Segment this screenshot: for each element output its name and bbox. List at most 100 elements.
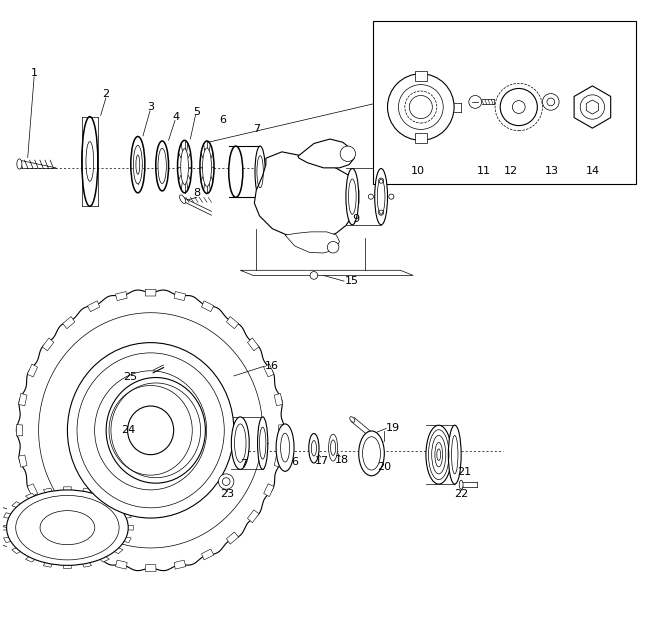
Text: 22: 22 bbox=[454, 489, 468, 500]
Polygon shape bbox=[12, 547, 25, 554]
Polygon shape bbox=[254, 152, 358, 240]
Polygon shape bbox=[98, 554, 109, 562]
Circle shape bbox=[542, 94, 559, 110]
Text: 25: 25 bbox=[123, 372, 137, 382]
Polygon shape bbox=[119, 512, 131, 519]
Polygon shape bbox=[146, 289, 156, 296]
Polygon shape bbox=[247, 510, 259, 523]
Polygon shape bbox=[274, 455, 283, 467]
Polygon shape bbox=[27, 364, 38, 377]
Polygon shape bbox=[279, 424, 285, 436]
Text: 1: 1 bbox=[30, 68, 38, 78]
Ellipse shape bbox=[346, 168, 358, 225]
Polygon shape bbox=[201, 301, 214, 312]
Polygon shape bbox=[42, 510, 54, 523]
Polygon shape bbox=[298, 139, 354, 168]
Bar bbox=[415, 132, 426, 143]
Ellipse shape bbox=[255, 146, 265, 197]
Ellipse shape bbox=[358, 431, 384, 476]
Bar bbox=[415, 71, 426, 82]
Ellipse shape bbox=[229, 146, 243, 197]
Polygon shape bbox=[43, 488, 54, 496]
Text: 7: 7 bbox=[240, 458, 247, 469]
Text: 4: 4 bbox=[173, 112, 180, 122]
Ellipse shape bbox=[350, 417, 355, 422]
Ellipse shape bbox=[329, 434, 338, 461]
Text: 5: 5 bbox=[193, 107, 200, 116]
Circle shape bbox=[469, 96, 481, 108]
Text: 24: 24 bbox=[121, 425, 135, 435]
Circle shape bbox=[219, 474, 234, 489]
Ellipse shape bbox=[181, 149, 188, 185]
Polygon shape bbox=[63, 487, 71, 493]
Polygon shape bbox=[174, 560, 186, 569]
Polygon shape bbox=[264, 364, 274, 377]
Text: 3: 3 bbox=[147, 102, 154, 112]
Ellipse shape bbox=[426, 425, 452, 484]
Ellipse shape bbox=[180, 195, 186, 204]
Ellipse shape bbox=[232, 417, 249, 469]
Ellipse shape bbox=[67, 343, 234, 518]
Polygon shape bbox=[116, 291, 127, 300]
Ellipse shape bbox=[158, 149, 166, 183]
Polygon shape bbox=[87, 301, 100, 312]
Polygon shape bbox=[111, 502, 123, 509]
Polygon shape bbox=[63, 532, 75, 544]
Polygon shape bbox=[285, 232, 340, 253]
Polygon shape bbox=[42, 338, 54, 351]
Polygon shape bbox=[43, 560, 54, 567]
Text: 10: 10 bbox=[411, 166, 424, 176]
Text: 8: 8 bbox=[193, 188, 201, 199]
Polygon shape bbox=[19, 455, 27, 467]
Circle shape bbox=[500, 89, 538, 125]
Polygon shape bbox=[247, 338, 259, 351]
Polygon shape bbox=[264, 484, 274, 496]
Polygon shape bbox=[82, 488, 91, 496]
Text: 16: 16 bbox=[265, 361, 280, 371]
Polygon shape bbox=[111, 547, 123, 554]
Text: 9: 9 bbox=[352, 214, 359, 224]
Polygon shape bbox=[12, 502, 25, 509]
Circle shape bbox=[327, 242, 339, 253]
Circle shape bbox=[340, 146, 355, 161]
Polygon shape bbox=[119, 536, 131, 543]
Polygon shape bbox=[82, 560, 91, 567]
Ellipse shape bbox=[133, 145, 142, 184]
Polygon shape bbox=[226, 532, 239, 544]
Polygon shape bbox=[574, 86, 611, 128]
Text: 13: 13 bbox=[545, 166, 559, 176]
Text: 11: 11 bbox=[477, 166, 490, 176]
Text: 20: 20 bbox=[377, 462, 391, 473]
Polygon shape bbox=[27, 484, 38, 496]
Ellipse shape bbox=[375, 168, 388, 225]
Polygon shape bbox=[98, 493, 109, 501]
Polygon shape bbox=[146, 565, 156, 572]
Ellipse shape bbox=[448, 425, 461, 484]
Polygon shape bbox=[16, 424, 23, 436]
Polygon shape bbox=[63, 562, 71, 568]
Text: 15: 15 bbox=[345, 276, 359, 286]
Text: 21: 21 bbox=[457, 467, 472, 477]
Text: 12: 12 bbox=[504, 166, 518, 176]
Polygon shape bbox=[123, 525, 133, 530]
Text: 18: 18 bbox=[334, 455, 349, 466]
Polygon shape bbox=[226, 316, 239, 329]
Text: 6: 6 bbox=[291, 457, 298, 467]
Ellipse shape bbox=[6, 490, 128, 565]
Circle shape bbox=[310, 271, 318, 279]
Ellipse shape bbox=[258, 417, 268, 469]
Text: 17: 17 bbox=[314, 456, 329, 466]
Polygon shape bbox=[25, 493, 38, 501]
Ellipse shape bbox=[276, 424, 294, 471]
Polygon shape bbox=[63, 316, 75, 329]
Bar bbox=[373, 21, 636, 184]
Text: 7: 7 bbox=[253, 125, 260, 134]
Polygon shape bbox=[25, 554, 38, 562]
Text: 2: 2 bbox=[102, 89, 109, 99]
Circle shape bbox=[388, 74, 454, 140]
Ellipse shape bbox=[309, 433, 319, 463]
Polygon shape bbox=[1, 525, 12, 530]
Ellipse shape bbox=[106, 377, 205, 483]
Polygon shape bbox=[274, 394, 283, 406]
Text: 14: 14 bbox=[586, 166, 600, 176]
